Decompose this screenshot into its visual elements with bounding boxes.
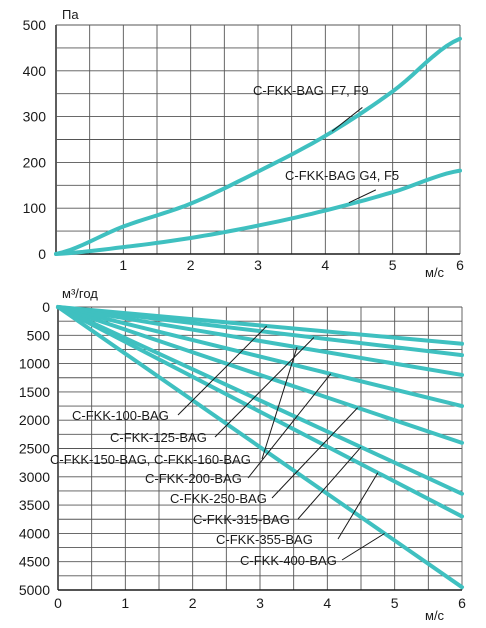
leader-g4-f5 [348,189,377,204]
leader-line [341,533,385,561]
airflow-chart-y-ticks: 0 500 1000 1500 2000 2500 3000 3500 4000 4500 5000 [19,299,50,598]
x-tick-label: 4 [321,257,329,273]
y-tick-label: 3500 [19,497,50,513]
x-tick-label: 3 [254,257,262,273]
x-tick-label: 0 [54,595,62,611]
y-tick-label: 200 [23,154,47,170]
pressure-chart: 0 100 200 300 400 500 1 2 3 4 5 6 Па м/с C-FKK-BAG… [23,7,464,280]
series-line-4 [56,305,464,445]
series-line-1 [54,168,462,256]
series-label-100: C-FKK-100-BAG [72,408,169,423]
leader-line [214,337,315,438]
y-tick-label: 100 [23,200,47,216]
y-tick-label: 1000 [19,356,50,372]
y-tick-label: 500 [27,327,51,343]
series-label-315: C-FKK-315-BAG [193,512,290,527]
y-tick-label: 5000 [19,582,50,598]
airflow-y-axis-label: м³/год [62,286,98,301]
series-line-3 [56,305,464,409]
series-line-6 [56,305,464,519]
leader-line [261,347,298,460]
y-tick-label: 300 [23,109,47,125]
leader-line [247,373,332,479]
series-line-1 [56,305,464,358]
y-tick-label: 400 [23,63,47,79]
x-tick-label: 2 [187,257,195,273]
pressure-x-axis-label: м/с [425,265,445,280]
pressure-chart-y-ticks: 0 100 200 300 400 500 [23,17,47,262]
series-label-f7-f9: C-FKK-BAG F7, F9 [253,83,369,98]
series-line-5 [56,305,464,496]
series-line-7 [56,305,464,590]
pressure-chart-series [54,36,462,256]
x-tick-label: 2 [189,595,197,611]
y-tick-label: 500 [23,17,47,33]
x-tick-label: 1 [121,595,129,611]
pressure-chart-leaders [331,107,377,204]
leader-line [297,446,362,520]
x-tick-label: 3 [256,595,264,611]
airflow-x-axis-label: м/с [425,608,445,623]
series-label-150-160: C-FKK-150-BAG, C-FKK-160-BAG [50,452,251,467]
y-tick-label: 2000 [19,412,50,428]
pressure-y-axis-label: Па [62,7,79,22]
series-line-0 [54,36,462,256]
series-line-2 [56,305,464,377]
airflow-chart-leaders [177,325,385,561]
y-tick-label: 2500 [19,441,50,457]
x-tick-label: 1 [119,257,127,273]
airflow-chart-series [56,305,464,590]
x-tick-label: 6 [458,595,466,611]
series-label-200: C-FKK-200-BAG [145,471,242,486]
leader-f7-f9 [331,107,363,132]
airflow-chart-x-ticks: 0 1 2 3 4 5 6 [54,595,466,611]
airflow-chart: 0 500 1000 1500 2000 2500 3000 3500 4000 4500 5000… [19,286,466,623]
y-tick-label: 3000 [19,469,50,485]
leader-line [271,407,358,499]
y-tick-label: 4500 [19,554,50,570]
pressure-chart-grid [55,24,461,255]
leader-line [337,472,379,540]
y-tick-label: 0 [38,246,46,262]
x-tick-label: 5 [389,257,397,273]
x-tick-label: 4 [323,595,331,611]
series-label-g4-f5: C-FKK-BAG G4, F5 [285,168,399,183]
x-tick-label: 5 [391,595,399,611]
x-tick-label: 6 [456,257,464,273]
series-label-250: C-FKK-250-BAG [170,491,267,506]
series-label-125: C-FKK-125-BAG [110,430,207,445]
y-tick-label: 4000 [19,525,50,541]
y-tick-label: 1500 [19,384,50,400]
series-label-400: C-FKK-400-BAG [240,553,337,568]
pressure-chart-x-ticks: 1 2 3 4 5 6 [119,257,464,273]
series-label-355: C-FKK-355-BAG [216,532,313,547]
y-tick-label: 0 [42,299,50,315]
leader-line [177,325,268,416]
